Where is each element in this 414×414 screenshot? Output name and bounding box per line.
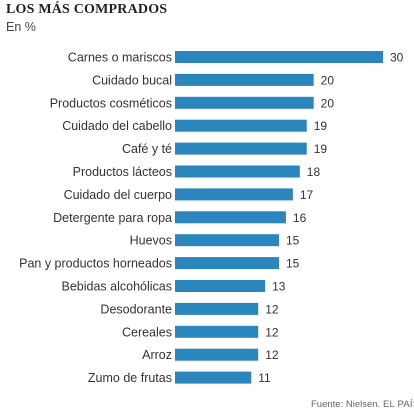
value-label: 12 xyxy=(265,302,279,316)
category-label: Pan y productos horneados xyxy=(19,257,172,271)
category-label: Cuidado del cuerpo xyxy=(64,188,172,202)
value-label: 16 xyxy=(293,211,307,225)
category-label: Productos cosméticos xyxy=(50,96,172,110)
footer-source: Fuente: Nielsen. xyxy=(311,399,381,410)
bar xyxy=(175,325,259,338)
bar xyxy=(175,165,300,178)
footer-brand: EL PAÍS xyxy=(383,399,414,410)
bar xyxy=(175,73,314,86)
bar xyxy=(175,280,266,292)
value-label: 11 xyxy=(258,371,271,385)
category-label: Carnes o mariscos xyxy=(68,51,172,65)
bar-row: Carnes o mariscos 30 xyxy=(68,51,404,65)
value-label: 30 xyxy=(390,51,404,65)
category-label: Productos lácteos xyxy=(73,165,172,179)
value-label: 20 xyxy=(321,73,335,87)
bar-row: Cuidado del cuerpo 17 xyxy=(64,188,314,202)
chart-title: LOS MÁS COMPRADOS xyxy=(6,2,168,17)
bar xyxy=(175,302,259,315)
bar xyxy=(175,51,383,63)
bar-row: Cuidado bucal 20 xyxy=(92,73,334,87)
bar xyxy=(175,119,307,132)
bar-row: Productos lácteos 18 xyxy=(73,165,321,179)
bar xyxy=(175,188,293,201)
bar-row: Café y té 19 xyxy=(122,142,327,156)
bar-row: Pan y productos horneados 15 xyxy=(19,257,300,271)
bar-row: Bebidas alcohólicas 13 xyxy=(62,280,286,294)
bar xyxy=(175,348,259,361)
bar-row: Huevos 15 xyxy=(130,234,300,248)
category-label: Café y té xyxy=(122,142,172,156)
value-label: 19 xyxy=(314,142,328,156)
chart-subtitle: En % xyxy=(6,20,36,34)
bar-row: Detergente para ropa 16 xyxy=(53,211,306,225)
value-label: 18 xyxy=(307,165,321,179)
bar xyxy=(175,142,307,155)
category-label: Desodorante xyxy=(100,302,172,316)
value-label: 19 xyxy=(314,119,328,133)
bar-row: Cuidado del cabello 19 xyxy=(62,119,327,133)
category-label: Cuidado del cabello xyxy=(62,119,172,133)
value-label: 12 xyxy=(265,325,279,339)
category-label: Bebidas alcohólicas xyxy=(62,280,173,294)
bar-row: Arroz 12 xyxy=(142,348,279,362)
category-label: Arroz xyxy=(142,348,172,362)
bar-row: Zumo de frutas 11 xyxy=(88,371,271,385)
category-label: Cereales xyxy=(122,325,172,339)
value-label: 15 xyxy=(286,234,300,248)
category-label: Cuidado bucal xyxy=(92,73,172,87)
value-label: 15 xyxy=(286,257,300,271)
bar-row: Productos cosméticos 20 xyxy=(50,96,335,110)
bar xyxy=(175,234,279,247)
value-label: 20 xyxy=(321,96,335,110)
category-label: Detergente para ropa xyxy=(53,211,172,225)
bar-row: Desodorante 12 xyxy=(100,302,278,316)
bar xyxy=(175,257,279,270)
value-label: 13 xyxy=(272,280,286,294)
category-label: Huevos xyxy=(130,234,172,248)
bar xyxy=(175,96,314,109)
bar xyxy=(175,211,286,224)
category-label: Zumo de frutas xyxy=(88,371,172,385)
value-label: 12 xyxy=(265,348,279,362)
bar xyxy=(175,371,252,384)
value-label: 17 xyxy=(300,188,314,202)
bar-row: Cereales 12 xyxy=(122,325,279,339)
